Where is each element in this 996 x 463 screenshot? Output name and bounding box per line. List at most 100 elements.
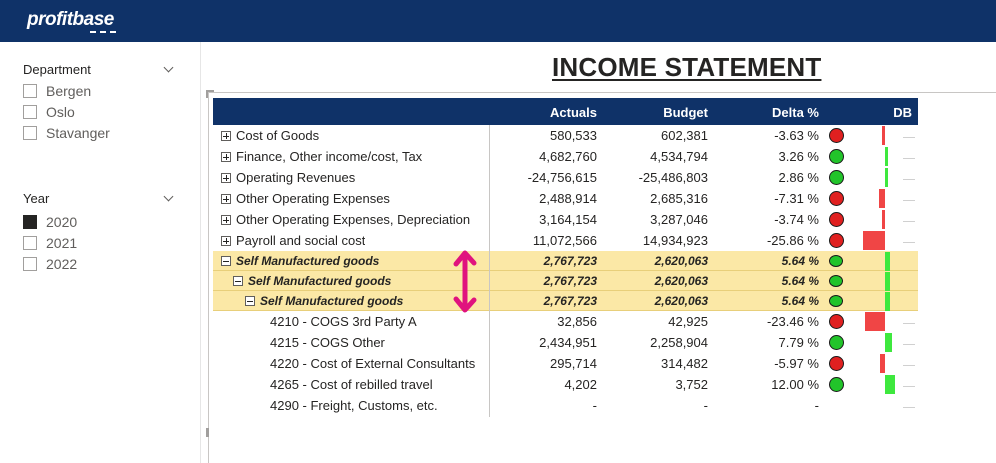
collapse-icon[interactable] xyxy=(233,276,243,286)
cell-delta: - xyxy=(814,398,819,413)
column-header-delta[interactable]: Delta % xyxy=(772,105,819,120)
green-status-icon xyxy=(829,275,843,287)
collapse-icon[interactable] xyxy=(221,256,231,266)
delta-bar xyxy=(885,375,896,394)
cell-actuals: 4,682,760 xyxy=(539,149,597,164)
expand-icon[interactable] xyxy=(221,173,231,183)
filter-pane: Department Bergen Oslo Stavanger Year 2020… xyxy=(0,42,200,463)
expand-icon[interactable] xyxy=(221,152,231,162)
bar-tick xyxy=(903,179,915,180)
cell-budget: 42,925 xyxy=(668,314,708,329)
bar-tick xyxy=(903,365,915,366)
column-header-db[interactable]: DB xyxy=(893,105,912,120)
table-row[interactable]: 4215 - COGS Other 2,434,951 2,258,904 7.79 … xyxy=(213,332,918,353)
row-label-text: Cost of Goods xyxy=(236,128,320,143)
table-row[interactable]: 4290 - Freight, Customs, etc. - - - xyxy=(213,395,918,416)
visual-corner-handle[interactable] xyxy=(206,90,214,98)
checkbox[interactable] xyxy=(23,235,37,250)
green-status-icon xyxy=(829,255,843,267)
bar-tick xyxy=(903,158,915,159)
cell-actuals: 580,533 xyxy=(550,128,597,143)
table-row[interactable]: Other Operating Expenses, Depreciation 3,… xyxy=(213,209,918,230)
expand-icon[interactable] xyxy=(221,194,231,204)
cell-budget: 602,381 xyxy=(661,128,708,143)
cell-budget: 2,620,063 xyxy=(654,254,708,268)
row-label: 4290 - Freight, Customs, etc. xyxy=(270,398,438,413)
cell-delta: 7.79 % xyxy=(778,335,819,350)
table-row[interactable]: Payroll and social cost 11,072,566 14,934,… xyxy=(213,230,918,251)
delta-bar xyxy=(865,312,885,331)
year-slicer: Year 2020 2021 2022 xyxy=(23,189,178,274)
column-header-budget[interactable]: Budget xyxy=(663,105,708,120)
delta-bar xyxy=(885,252,890,271)
slicer-option-2021[interactable]: 2021 xyxy=(23,232,178,253)
cell-budget: 2,258,904 xyxy=(650,335,708,350)
expand-icon[interactable] xyxy=(221,236,231,246)
profitbase-logo: profitbase xyxy=(27,9,114,30)
cell-actuals: -24,756,615 xyxy=(527,170,597,185)
delta-bar xyxy=(863,231,885,250)
collapse-icon[interactable] xyxy=(245,296,255,306)
chevron-down-icon[interactable] xyxy=(163,191,174,201)
table-row[interactable]: Operating Revenues -24,756,615 -25,486,803… xyxy=(213,167,918,188)
department-slicer-label: Department xyxy=(23,61,91,77)
column-header-actuals[interactable]: Actuals xyxy=(550,105,597,120)
slicer-option-2020[interactable]: 2020 xyxy=(23,211,178,232)
delta-bar xyxy=(885,168,888,187)
cell-budget: 314,482 xyxy=(661,356,708,371)
cell-delta: 5.64 % xyxy=(781,294,819,308)
cell-budget: 2,620,063 xyxy=(654,274,708,288)
cell-actuals: 2,767,723 xyxy=(543,274,597,288)
table-row[interactable]: Other Operating Expenses 2,488,914 2,685,3… xyxy=(213,188,918,209)
checkbox[interactable] xyxy=(23,256,37,271)
slicer-option-oslo[interactable]: Oslo xyxy=(23,101,178,122)
department-slicer-header[interactable]: Department xyxy=(23,60,178,78)
delta-bar xyxy=(878,189,885,208)
slicer-option-2022[interactable]: 2022 xyxy=(23,253,178,274)
table-row[interactable]: 4210 - COGS 3rd Party A 32,856 42,925 -23.4… xyxy=(213,311,918,332)
cell-actuals: 4,202 xyxy=(564,377,597,392)
row-label-text: 4210 - COGS 3rd Party A xyxy=(270,314,417,329)
slicer-option-bergen[interactable]: Bergen xyxy=(23,80,178,101)
table-row[interactable]: Finance, Other income/cost, Tax 4,682,760… xyxy=(213,146,918,167)
green-status-icon xyxy=(829,295,843,307)
row-label: 4215 - COGS Other xyxy=(270,335,385,350)
bar-tick xyxy=(903,200,915,201)
red-status-icon xyxy=(829,233,844,248)
green-status-icon xyxy=(829,170,844,185)
bar-tick xyxy=(903,344,915,345)
delta-bar xyxy=(881,126,885,145)
cell-delta: 2.86 % xyxy=(778,170,819,185)
checkbox[interactable] xyxy=(23,214,37,229)
expand-icon[interactable] xyxy=(221,131,231,141)
bar-tick xyxy=(903,323,915,324)
table-row[interactable]: Self Manufactured goods 2,767,723 2,620,06… xyxy=(213,291,918,311)
cell-delta: -5.97 % xyxy=(774,356,819,371)
checkbox[interactable] xyxy=(23,104,37,119)
green-status-icon xyxy=(829,149,844,164)
cell-delta: 5.64 % xyxy=(781,254,819,268)
checkbox[interactable] xyxy=(23,125,37,140)
year-slicer-header[interactable]: Year xyxy=(23,189,178,207)
expand-icon[interactable] xyxy=(221,215,231,225)
cell-budget: - xyxy=(703,398,708,413)
cell-actuals: 11,072,566 xyxy=(532,233,597,248)
cell-budget: -25,486,803 xyxy=(638,170,708,185)
table-row[interactable]: Self Manufactured goods 2,767,723 2,620,06… xyxy=(213,271,918,291)
chevron-down-icon[interactable] xyxy=(163,62,174,72)
slicer-option-stavanger[interactable]: Stavanger xyxy=(23,122,178,143)
visual-resize-handle[interactable] xyxy=(206,428,209,437)
table-row[interactable]: 4265 - Cost of rebilled travel 4,202 3,752… xyxy=(213,374,918,395)
row-header-divider[interactable] xyxy=(489,125,490,417)
row-label: Cost of Goods xyxy=(221,128,319,143)
table-row[interactable]: Self Manufactured goods 2,767,723 2,620,06… xyxy=(213,251,918,271)
table-row[interactable]: Cost of Goods 580,533 602,381 -3.63 % xyxy=(213,125,918,146)
cell-actuals: 32,856 xyxy=(557,314,597,329)
double-headed-arrow-icon xyxy=(453,250,477,313)
delta-bar xyxy=(885,147,888,166)
checkbox[interactable] xyxy=(23,83,37,98)
table-row[interactable]: 4220 - Cost of External Consultants 295,7… xyxy=(213,353,918,374)
row-label: Self Manufactured goods xyxy=(233,274,391,288)
cell-delta: -3.74 % xyxy=(774,212,819,227)
row-label: 4220 - Cost of External Consultants xyxy=(270,356,475,371)
